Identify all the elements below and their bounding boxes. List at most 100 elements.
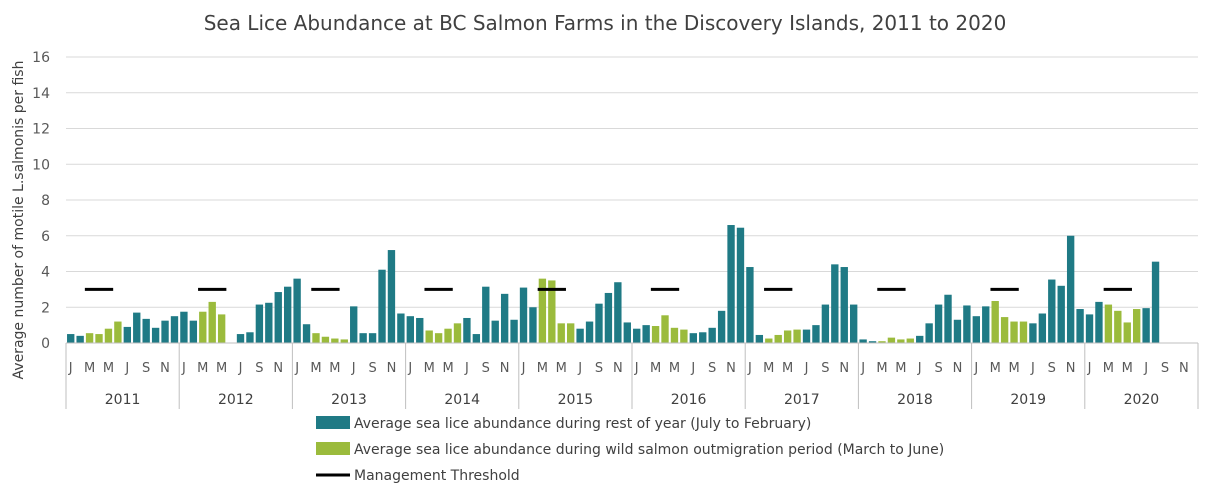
bar-2016-m1: [633, 328, 641, 343]
month-tick-label: N: [613, 361, 623, 376]
y-tick-label: 10: [32, 157, 50, 173]
y-tick-label: 16: [32, 50, 50, 66]
y-tick-label: 4: [41, 265, 50, 281]
month-tick-label: M: [329, 361, 340, 376]
bar-2020-m4: [1114, 310, 1122, 343]
bar-2019-m11: [1066, 235, 1075, 343]
month-tick-label: N: [387, 361, 397, 376]
month-tick-label: J: [124, 361, 129, 376]
bar-2014-m6: [453, 323, 462, 343]
bar-2011-m7: [123, 326, 131, 343]
month-tick-label: N: [273, 361, 283, 376]
bar-2019-m2: [982, 306, 990, 343]
month-tick-label: M: [537, 361, 548, 376]
bar-2011-m8: [133, 312, 141, 343]
y-tick-label: 0: [41, 336, 50, 352]
month-tick-label: J: [1087, 361, 1092, 376]
year-label-2015: 2015: [558, 392, 594, 408]
bar-2018-m12: [963, 305, 971, 343]
month-tick-label: M: [216, 361, 227, 376]
month-tick-label: J: [747, 361, 752, 376]
month-tick-label: N: [726, 361, 736, 376]
legend-entry-threshold: Management Threshold: [316, 468, 520, 484]
month-tick-label: M: [424, 361, 435, 376]
legend-swatch: [316, 416, 350, 429]
bar-2016-m8: [699, 332, 707, 343]
bar-2019-m7: [1029, 323, 1037, 343]
year-label-2011: 2011: [105, 392, 141, 408]
bar-2014-m9: [482, 286, 490, 343]
bar-2015-m1: [519, 287, 528, 343]
bar-2019-m9: [1048, 279, 1056, 343]
bar-2015-m8: [585, 321, 594, 343]
bar-2016-m6: [680, 329, 688, 343]
bar-2011-m6: [114, 321, 122, 343]
bar-2012-m7: [236, 334, 245, 343]
legend-label: Average sea lice abundance during wild s…: [354, 442, 944, 458]
bar-2016-m3: [651, 326, 660, 343]
bar-2020-m3: [1104, 304, 1113, 343]
bar-2015-m6: [567, 323, 575, 343]
month-tick-label: J: [521, 361, 526, 376]
bar-2020-m7: [1142, 308, 1150, 343]
bar-2011-m12: [170, 316, 179, 343]
bar-2012-m8: [246, 332, 254, 343]
month-tick-label: M: [650, 361, 661, 376]
month-tick-label: S: [255, 361, 263, 376]
bar-2019-m6: [1019, 321, 1028, 343]
month-tick-label: N: [500, 361, 510, 376]
bar-2015-m3: [538, 278, 547, 343]
bar-2013-m5: [331, 338, 339, 343]
bar-2015-m2: [529, 307, 537, 343]
bar-2020-m5: [1123, 322, 1131, 343]
y-tick-label: 2: [41, 300, 50, 316]
month-tick-label: J: [690, 361, 695, 376]
bar-2019-m3: [991, 300, 999, 343]
bar-2018-m6: [906, 338, 914, 343]
bar-2015-m7: [576, 328, 584, 343]
bars: [67, 225, 1160, 343]
legend: Average sea lice abundance during rest o…: [316, 416, 944, 484]
bar-2020-m6: [1133, 309, 1141, 343]
bar-2018-m3: [878, 341, 886, 343]
y-tick-label: 12: [32, 122, 50, 138]
bar-2011-m10: [151, 327, 160, 343]
bar-2016-m5: [670, 327, 679, 343]
bar-2018-m11: [953, 319, 962, 343]
month-tick-label: S: [1048, 361, 1056, 376]
bar-2013-m4: [321, 336, 330, 343]
year-label-2020: 2020: [1124, 392, 1160, 408]
month-tick-label: S: [142, 361, 150, 376]
bar-2011-m9: [142, 318, 150, 343]
month-tick-label: N: [1066, 361, 1076, 376]
bar-2011-m11: [161, 320, 169, 343]
y-tick-label: 6: [41, 229, 50, 245]
bar-2017-m10: [831, 264, 839, 343]
month-tick-label: S: [934, 361, 942, 376]
bar-2018-m4: [887, 337, 896, 343]
month-tick-label: M: [895, 361, 906, 376]
bar-2013-m12: [397, 313, 405, 343]
legend-entry-outmigration: Average sea lice abundance during wild s…: [316, 442, 944, 458]
bar-2011-m5: [104, 328, 113, 343]
bar-2020-m2: [1095, 301, 1103, 343]
year-label-2018: 2018: [897, 392, 933, 408]
bar-2014-m8: [472, 334, 481, 343]
month-tick-label: J: [1143, 361, 1148, 376]
gridlines: [66, 56, 1198, 308]
bar-2012-m3: [199, 311, 207, 343]
month-tick-label: J: [407, 361, 412, 376]
bar-2014-m1: [406, 316, 414, 343]
month-tick-label: S: [821, 361, 829, 376]
month-tick-label: M: [1008, 361, 1019, 376]
bar-2018-m10: [944, 294, 952, 343]
month-tick-label: N: [160, 361, 170, 376]
bar-2019-m5: [1010, 321, 1018, 343]
bar-2014-m12: [510, 319, 518, 343]
bar-2013-m8: [359, 333, 367, 343]
bar-2016-m11: [727, 225, 735, 343]
bar-2019-m8: [1038, 313, 1047, 343]
bar-2018-m8: [925, 323, 933, 343]
legend-label: Management Threshold: [354, 468, 520, 484]
bar-2017-m7: [802, 329, 811, 343]
